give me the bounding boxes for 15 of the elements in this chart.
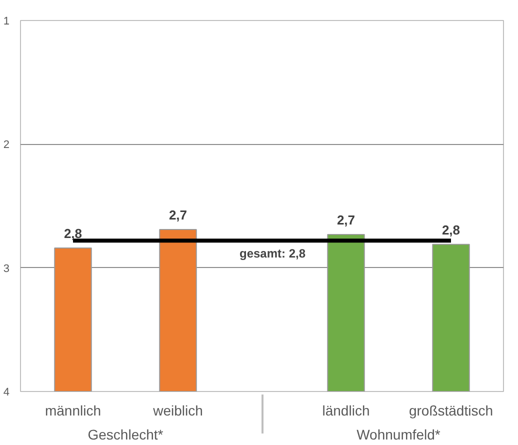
- data-label: 2,8: [64, 226, 82, 242]
- y-tick-label: 1: [3, 16, 10, 28]
- y-tick-label: 4: [3, 386, 10, 398]
- data-label: 2,7: [336, 212, 356, 228]
- data-label: 2,7: [168, 207, 188, 222]
- y-tick-label: 3: [3, 262, 10, 275]
- y-tick-label: 2: [3, 139, 10, 152]
- ref-line-label: gesamt: 2,8: [239, 246, 306, 261]
- x-tick-label: weiblich: [152, 402, 203, 418]
- x-tick-label: ländlich: [322, 402, 370, 418]
- text: Geschlecht*: [88, 426, 164, 442]
- text: Wohnumfeld*: [356, 426, 441, 442]
- x-tick-label: männlich: [44, 402, 102, 418]
- data-label: 2,8: [442, 222, 460, 238]
- x-tick-label: großstädtisch: [408, 402, 494, 418]
